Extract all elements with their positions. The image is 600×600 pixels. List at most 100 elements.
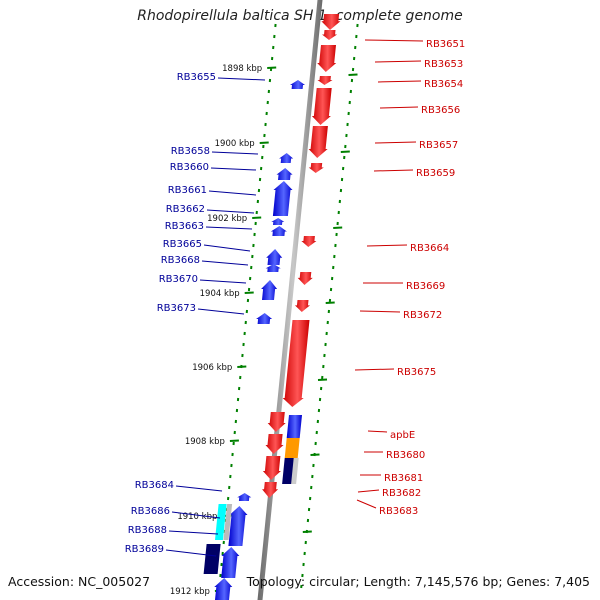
reverse-leader-line	[199, 279, 247, 284]
reverse-leader-line	[175, 485, 223, 492]
forward-gene-label: RB3654	[424, 79, 463, 90]
forward-gene-arrow	[262, 482, 279, 498]
reverse-gene-arrow	[221, 547, 240, 578]
reverse-gene-label: RB3688	[128, 525, 167, 536]
kbp-minor-tick	[348, 73, 358, 76]
reverse-gene-arrow	[228, 506, 248, 546]
genome-title: Rhodopirellula baltica SH 1, complete ge…	[137, 8, 463, 24]
reverse-gene-label: RB3658	[171, 146, 210, 157]
reverse-gene-arrow	[279, 153, 294, 163]
reverse-leader-line	[217, 77, 266, 81]
forward-gene-arrow	[301, 236, 317, 247]
forward-gene-label: RB3683	[379, 506, 418, 517]
kbp-minor-tick	[340, 150, 350, 153]
forward-gene-arrow	[262, 456, 281, 480]
forward-gene-label: RB3675	[397, 367, 436, 378]
forward-leader-line	[364, 39, 424, 42]
forward-gene-arrow	[308, 163, 324, 173]
forward-leader-line	[374, 60, 422, 63]
forward-leader-line	[377, 80, 422, 83]
forward-gene-arrow	[265, 434, 284, 454]
forward-gene-label: RB3657	[419, 140, 458, 151]
reverse-gene-label: RB3665	[163, 239, 202, 250]
kbp-minor-tick	[302, 530, 312, 533]
forward-gene-label: apbE	[390, 430, 415, 441]
reverse-gene-label: RB3689	[125, 544, 164, 555]
highlighted-gene-block	[291, 458, 299, 484]
forward-leader-line	[366, 244, 408, 247]
reverse-leader-line	[208, 190, 257, 196]
highlighted-gene-block	[223, 504, 233, 540]
reverse-leader-line	[206, 209, 255, 214]
forward-gene-label: RB3669	[406, 281, 445, 292]
reverse-gene-label: RB3668	[161, 255, 200, 266]
forward-gene-arrow	[317, 76, 333, 85]
reverse-gene-label: RB3663	[165, 221, 204, 232]
reverse-leader-line	[197, 308, 245, 315]
reverse-gene-arrow	[265, 264, 281, 272]
forward-gene-arrow	[297, 272, 313, 285]
forward-gene-arrow	[317, 45, 337, 72]
forward-gene-arrow	[321, 14, 341, 30]
genome-summary-text: Topology: circular; Length: 7,145,576 bp…	[246, 574, 590, 589]
reverse-leader-line	[201, 260, 249, 266]
kbp-tick-label: 1908 kbp	[185, 437, 225, 447]
kbp-minor-tick	[317, 378, 328, 381]
forward-gene-label: RB3672	[403, 310, 442, 321]
reverse-gene-arrow	[272, 181, 293, 216]
reverse-gene-arrow	[290, 80, 306, 89]
reverse-gene-label: RB3655	[177, 72, 216, 83]
kbp-tick-mark	[252, 216, 262, 219]
reverse-gene-arrow	[266, 249, 283, 265]
kbp-tick-label: 1912 kbp	[170, 587, 210, 597]
forward-leader-line	[373, 169, 414, 172]
forward-gene-label: RB3659	[416, 168, 455, 179]
highlighted-gene-block	[215, 504, 227, 540]
reverse-leader-line	[165, 549, 217, 557]
forward-leader-line	[359, 310, 401, 313]
kbp-tick-label: 1898 kbp	[222, 64, 262, 74]
reverse-gene-label: RB3660	[170, 162, 209, 173]
reverse-gene-arrow	[270, 226, 287, 236]
forward-leader-line	[356, 499, 377, 509]
kbp-tick-mark	[244, 291, 254, 294]
highlighted-gene-block	[284, 438, 300, 458]
kbp-tick-label: 1900 kbp	[215, 139, 255, 149]
forward-leader-line	[374, 141, 417, 144]
forward-leader-line	[379, 106, 419, 109]
reverse-leader-line	[211, 151, 259, 155]
reverse-gene-label: RB3670	[159, 274, 198, 285]
forward-leader-line	[357, 489, 380, 493]
reverse-leader-line	[210, 167, 257, 171]
reverse-gene-label: RB3686	[131, 506, 170, 517]
kbp-tick-mark	[267, 66, 277, 69]
forward-strand-block	[286, 415, 302, 438]
forward-gene-arrow	[294, 300, 310, 312]
kbp-tick-mark	[229, 439, 239, 442]
reverse-gene-arrow	[261, 280, 278, 300]
forward-gene-label: RB3656	[421, 105, 460, 116]
kbp-minor-tick	[325, 301, 335, 304]
forward-gene-arrow	[322, 30, 338, 40]
reverse-leader-line	[203, 244, 251, 252]
reverse-leader-line	[205, 226, 253, 230]
forward-gene-label: RB3681	[384, 473, 423, 484]
kbp-tick-label: 1904 kbp	[200, 289, 240, 299]
reverse-gene-arrow	[237, 493, 252, 501]
reverse-gene-arrow	[214, 578, 233, 600]
reverse-gene-label: RB3661	[168, 185, 207, 196]
kbp-minor-tick	[310, 453, 320, 456]
kbp-tick-label: 1902 kbp	[207, 214, 247, 224]
kbp-minor-tick	[333, 226, 343, 229]
reverse-gene-label: RB3662	[166, 204, 205, 215]
forward-gene-label: RB3653	[424, 59, 463, 70]
reverse-gene-arrow	[276, 168, 293, 180]
reverse-gene-label: RB3684	[135, 480, 174, 491]
accession-text: Accession: NC_005027	[8, 574, 151, 589]
forward-gene-label: RB3682	[382, 488, 421, 499]
forward-gene-arrow	[308, 126, 328, 158]
reverse-leader-line	[171, 511, 221, 519]
reverse-leader-line	[168, 530, 219, 535]
